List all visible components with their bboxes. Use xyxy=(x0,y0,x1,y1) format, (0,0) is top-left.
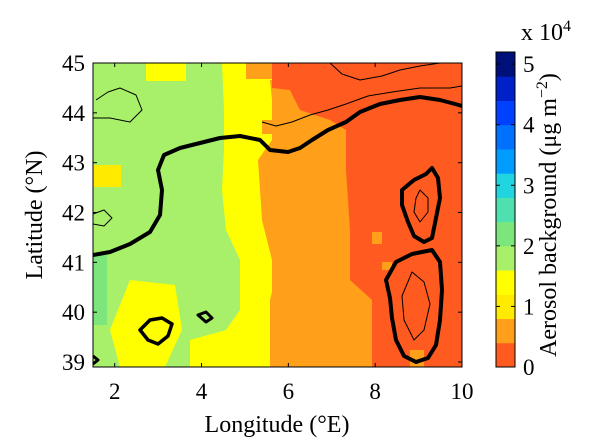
x-axis: 2 4 6 8 10 xyxy=(109,63,474,404)
coastlines xyxy=(93,63,462,366)
colorbar-segment xyxy=(496,270,515,295)
contour-sardinia xyxy=(401,271,431,341)
y-tick-label: 41 xyxy=(62,250,85,275)
colorbar-label-main: Aerosol background (μg m xyxy=(536,98,562,357)
colorbar-scale-exp: 4 xyxy=(563,18,571,35)
y-tick-label: 45 xyxy=(62,51,85,76)
colorbar-segment xyxy=(496,52,515,77)
heat-pixel-orange-2 xyxy=(317,228,329,240)
island-ibiza xyxy=(93,354,100,366)
colorbar-label: Aerosol background (μg m−2) xyxy=(534,73,562,357)
x-axis-label: Longitude (°E) xyxy=(205,412,350,438)
heat-patch-yellow-nw xyxy=(146,63,186,81)
plot-frame xyxy=(92,62,463,368)
y-axis: 39 40 41 42 43 44 45 xyxy=(62,51,462,375)
heat-pixel-orange-6 xyxy=(246,63,272,79)
island-corsica xyxy=(400,166,442,244)
colorbar-tick-label: 4 xyxy=(523,113,535,138)
colorbar-tick-label: 5 xyxy=(523,52,535,77)
contour-spain xyxy=(93,209,113,227)
colorbar-tick-label: 3 xyxy=(523,173,535,198)
colorbar-segment xyxy=(496,173,515,198)
colorbar-label-close: ) xyxy=(536,73,562,81)
x-tick-label: 4 xyxy=(196,379,208,404)
colorbar-segment xyxy=(496,197,515,223)
colorbar: 0 1 2 3 4 5 xyxy=(495,51,535,380)
y-tick-label: 44 xyxy=(62,101,86,126)
colorbar-frame xyxy=(495,51,516,368)
contour-alps xyxy=(329,63,441,81)
contour-pyrenees xyxy=(93,87,143,123)
heat-region-east-red xyxy=(272,63,462,367)
island-mallorca xyxy=(138,316,174,346)
heat-patch-yellow-w xyxy=(93,165,121,187)
colorbar-tick-label: 2 xyxy=(523,234,535,259)
heat-pixel-orange-1 xyxy=(262,120,274,134)
x-tick-label: 2 xyxy=(109,379,121,404)
colorbar-segment xyxy=(496,294,515,320)
y-tick-label: 39 xyxy=(62,350,85,375)
island-menorca xyxy=(196,310,214,324)
colorbar-segment xyxy=(496,100,515,126)
colorbar-segment xyxy=(496,76,515,101)
x-tick-label: 6 xyxy=(283,379,295,404)
coastline-mainland xyxy=(93,95,462,257)
colorbar-tick-label: 1 xyxy=(523,294,535,319)
heat-pixel-orange-4 xyxy=(382,262,392,270)
y-axis-label: Latitude (°N) xyxy=(22,151,48,280)
colorbar-tick-label: 0 xyxy=(523,355,535,380)
colorbar-segment xyxy=(496,124,515,150)
colorbar-segment xyxy=(496,221,515,247)
heat-pixel-orange-3 xyxy=(372,232,382,244)
colorbar-label-exp: −2 xyxy=(534,81,551,98)
island-sardinia xyxy=(384,248,444,364)
y-tick-label: 42 xyxy=(62,201,85,226)
y-tick-label: 43 xyxy=(62,151,85,176)
x-tick-label: 8 xyxy=(369,379,381,404)
colorbar-segment xyxy=(496,342,515,368)
colorbar-scale-text: x 10 xyxy=(521,20,563,46)
colorbar-segment xyxy=(496,318,515,344)
colorbar-gradient xyxy=(496,52,515,368)
colorbar-segment xyxy=(496,245,515,271)
colorbar-scale: x 104 xyxy=(521,18,571,46)
y-tick-label: 40 xyxy=(62,300,85,325)
plot-area: 2 4 6 8 10 39 40 41 42 43 44 45 xyxy=(62,51,474,404)
contour-alps-2 xyxy=(261,85,462,127)
colorbar-segment xyxy=(496,148,515,174)
contour-corsica xyxy=(413,189,429,223)
x-tick-label: 10 xyxy=(451,379,474,404)
colorbar-ticks: 0 1 2 3 4 5 xyxy=(496,52,535,380)
heat-patch-green-dark xyxy=(93,255,107,325)
